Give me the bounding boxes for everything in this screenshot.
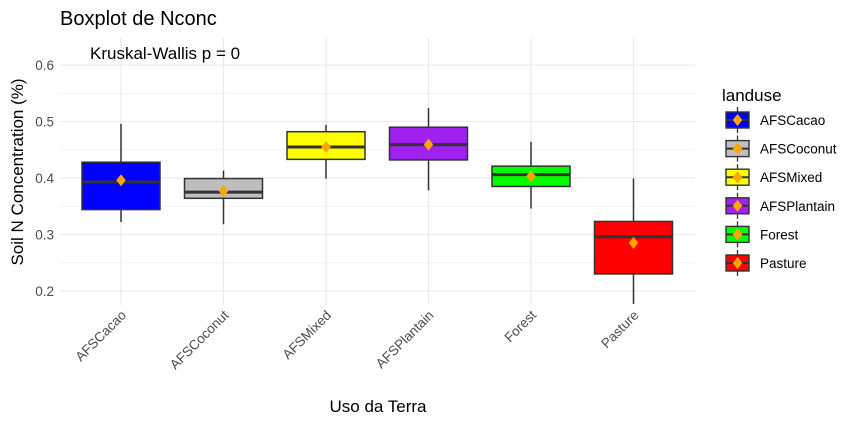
kruskal-annotation: Kruskal-Wallis p = 0: [90, 44, 240, 63]
legend-item-forest: Forest: [725, 221, 799, 248]
legend: AFSCacao AFSCoconut AFSMixed AFSPlantain For…: [725, 107, 837, 276]
legend-label: Pasture: [760, 256, 807, 271]
x-tick-label: Pasture: [598, 308, 642, 352]
mean-marker: [218, 184, 229, 197]
mean-marker: [116, 174, 126, 187]
x-axis: AFSCacao AFSCoconut AFSMixed AFSPlantain For…: [72, 307, 641, 372]
mean-marker: [732, 199, 743, 212]
chart-title: Boxplot de Nconc: [60, 8, 217, 30]
mean-marker: [732, 228, 743, 241]
y-tick-label: 0.5: [35, 115, 54, 130]
legend-title: landuse: [722, 86, 782, 105]
x-tick-label: AFSMixed: [279, 308, 334, 363]
legend-label: Forest: [760, 227, 799, 242]
box-afsmixed: [286, 124, 366, 179]
legend-label: AFSMixed: [760, 170, 822, 185]
x-axis-title: Uso da Terra: [329, 397, 427, 416]
x-tick-label: AFSCoconut: [167, 307, 232, 372]
y-axis-title: Soil N Concentration (%): [8, 78, 27, 265]
legend-item-pasture: Pasture: [725, 250, 807, 276]
mean-marker: [423, 138, 434, 151]
y-tick-label: 0.4: [35, 171, 54, 186]
box-afscacao: [81, 123, 161, 223]
legend-label: AFSCoconut: [760, 142, 837, 157]
legend-item-afsmixed: AFSMixed: [725, 164, 822, 191]
mean-marker: [732, 142, 743, 155]
legend-label: AFSCacao: [760, 113, 825, 128]
y-tick-label: 0.6: [35, 58, 54, 73]
boxes: [81, 107, 674, 304]
y-tick-label: 0.3: [35, 227, 54, 242]
y-axis: 0.2 0.3 0.4 0.5 0.6: [35, 58, 54, 299]
x-tick-label: AFSPlantain: [373, 308, 437, 372]
y-tick-label: 0.2: [35, 284, 54, 299]
mean-marker: [526, 170, 536, 183]
x-tick-label: Forest: [501, 307, 539, 345]
mean-marker: [321, 140, 331, 153]
box-pasture: [593, 178, 674, 304]
box-afsplantain: [388, 107, 469, 191]
legend-item-afsplantain: AFSPlantain: [725, 192, 835, 219]
legend-label: AFSPlantain: [760, 199, 835, 214]
mean-marker: [732, 171, 743, 184]
legend-item-afscacao: AFSCacao: [725, 107, 825, 133]
x-tick-label: AFSCacao: [72, 308, 129, 365]
mean-marker: [732, 114, 743, 126]
legend-item-afscoconut: AFSCoconut: [725, 135, 837, 162]
mean-marker: [628, 236, 639, 249]
box-afscoconut: [183, 170, 264, 225]
mean-marker: [732, 257, 743, 269]
box-forest: [491, 141, 571, 209]
